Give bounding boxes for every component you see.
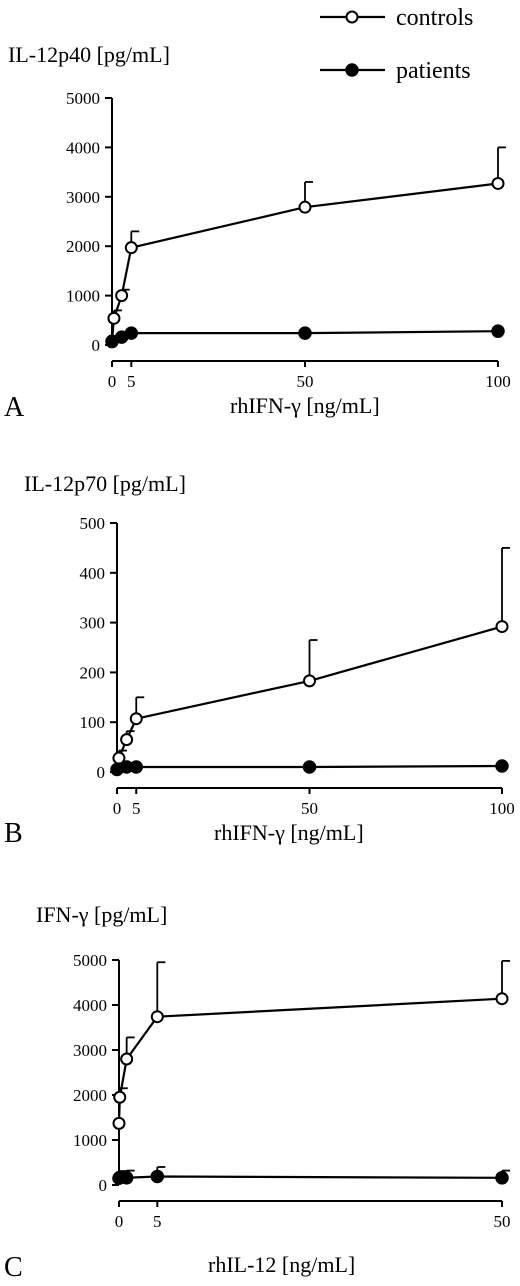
panel-c-y-tick-label: 5000 (73, 951, 107, 970)
panel-b-label: B (4, 818, 23, 849)
panel-c-x-tick-label: 50 (494, 1212, 511, 1231)
panel-c-axes: 0 1000 2000 3000 4000 5000 0 5 50 (73, 951, 511, 1231)
panel-a-y-tick-label: 2000 (66, 237, 100, 256)
panel-c-x-tick-label: 0 (115, 1212, 124, 1231)
panel-c-y-tick-label: 4000 (73, 996, 107, 1015)
panel-b-y-tick-label: 400 (80, 564, 106, 583)
panel-a-patients-point (124, 326, 139, 340)
panel-b-y-tick-label: 200 (80, 663, 106, 682)
panel-b-y-tick-label: 300 (80, 614, 106, 633)
panel-b-patients-point (495, 759, 509, 773)
panel-b-y-tick-label: 100 (80, 713, 106, 732)
panel-b-xlabel: rhIFN-γ [ng/mL] (214, 820, 364, 845)
panel-a-controls-point (491, 176, 505, 190)
panel-a-marks (105, 146, 506, 349)
panel-a-controls-point (115, 289, 129, 303)
panel-a-y-tick-label: 5000 (66, 89, 100, 108)
legend-item-patients: patients (320, 58, 471, 84)
legend-marker-patients (345, 63, 359, 77)
panel-b-controls-point (495, 620, 509, 634)
panel-c-y-tick-label: 1000 (73, 1131, 107, 1150)
panel-c-x-tick-label: 5 (153, 1212, 162, 1231)
panel-b-patients-point (302, 760, 317, 774)
legend-label-controls: controls (396, 5, 473, 31)
legend-label-patients: patients (396, 58, 471, 84)
panel-b-controls-point (120, 733, 134, 747)
panel-b-controls-point (303, 674, 316, 688)
panel-a-patients-point (491, 324, 505, 338)
panel-a-x-tick-label: 0 (108, 372, 117, 391)
panel-a-label: A (4, 392, 25, 423)
panel-c-y-tick-label: 0 (99, 1176, 108, 1195)
panel-c-controls-point (495, 992, 509, 1006)
panel-b-x-tick-label: 100 (489, 799, 515, 818)
panel-c-patients-point (150, 1169, 165, 1184)
panel-a-y-tick-label: 0 (92, 336, 101, 355)
panel-c-controls-line (117, 997, 503, 1124)
panel-c: IFN-γ [pg/mL] rhIL-12 [ng/mL] C 0 1000 200… (4, 902, 511, 1283)
panel-b: IL-12p70 [pg/mL] rhIFN-γ [ng/mL] B 0 100 2… (4, 471, 515, 849)
legend-item-controls: controls (320, 5, 473, 31)
panel-c-patients-point (119, 1171, 134, 1185)
panel-c-controls-point (112, 1116, 126, 1130)
panel-b-y-tick-label: 0 (97, 763, 106, 782)
panel-a-x-tick-label: 100 (485, 372, 511, 391)
panel-a-patients-point (298, 326, 312, 340)
panel-b-x-tick-label: 50 (301, 799, 318, 818)
panel-c-controls-point (150, 1010, 164, 1024)
panel-a-controls-point (107, 311, 121, 325)
panel-c-label: C (4, 1252, 23, 1283)
panel-a-ylabel: IL-12p40 [pg/mL] (8, 42, 170, 67)
panel-a-xlabel: rhIFN-γ [ng/mL] (230, 393, 380, 418)
panel-c-controls-point (120, 1052, 134, 1066)
panel-a: IL-12p40 [pg/mL] rhIFN-γ [ng/mL] A 01000… (4, 42, 511, 423)
panel-c-y-tick-label: 2000 (73, 1086, 107, 1105)
panel-c-ylabel: IFN-γ [pg/mL] (36, 902, 167, 927)
panel-c-controls-point (113, 1090, 127, 1104)
panel-b-marks (110, 547, 510, 777)
panel-b-ylabel: IL-12p70 [pg/mL] (24, 471, 186, 496)
panel-c-patients-line (118, 1175, 503, 1179)
panel-a-controls-point (298, 200, 312, 214)
panel-c-marks (112, 960, 510, 1185)
panel-c-xlabel: rhIL-12 [ng/mL] (208, 1252, 355, 1277)
panel-a-controls-point (124, 241, 138, 255)
panel-b-x-tick-label: 0 (113, 799, 122, 818)
legend: controls patients (320, 5, 473, 84)
panel-a-y-tick-label: 1000 (66, 287, 100, 306)
legend-marker-controls (345, 10, 359, 24)
panel-b-controls-point (129, 712, 143, 726)
panel-a-x-tick-label: 50 (297, 372, 314, 391)
panel-b-patients-point (129, 760, 143, 774)
panel-a-y-tick-label: 3000 (66, 188, 100, 207)
panel-b-x-tick-label: 5 (132, 799, 141, 818)
panel-c-patients-point (495, 1171, 509, 1185)
panel-a-x-tick-label: 5 (127, 372, 136, 391)
panel-c-y-tick-label: 3000 (73, 1041, 107, 1060)
panel-a-y-tick-label: 4000 (66, 138, 100, 157)
panel-b-y-tick-label: 500 (80, 514, 106, 533)
